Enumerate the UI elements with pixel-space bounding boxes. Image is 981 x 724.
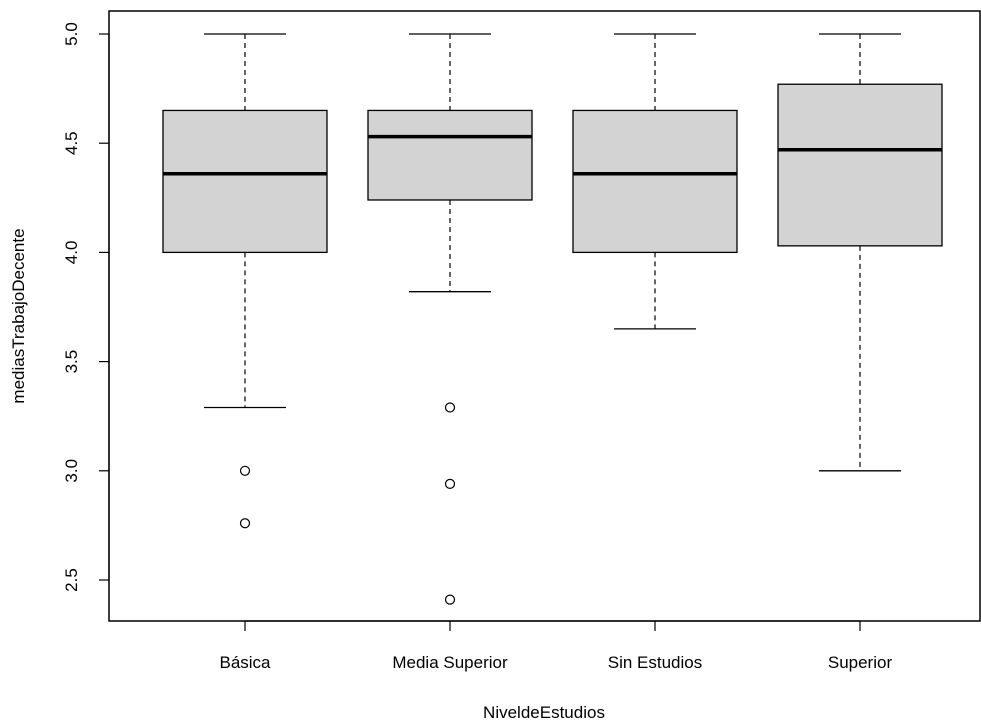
x-tick-label: Superior bbox=[828, 653, 893, 672]
iqr-box bbox=[572, 109, 738, 254]
y-tick-label: 3.0 bbox=[62, 459, 81, 483]
x-tick-label: Media Superior bbox=[392, 653, 508, 672]
outlier-point bbox=[239, 465, 251, 476]
x-tick-label: Básica bbox=[219, 653, 271, 672]
box-sin-estudios bbox=[572, 33, 738, 330]
boxes-group bbox=[162, 33, 943, 605]
outlier-point bbox=[444, 594, 456, 605]
y-tick-label: 4.5 bbox=[62, 131, 81, 155]
outlier-point bbox=[444, 478, 456, 490]
y-axis: 2.5 3.0 3.5 4.0 4.5 5.0 bbox=[62, 22, 110, 592]
y-tick-label: 5.0 bbox=[62, 22, 81, 46]
y-tick-label: 4.0 bbox=[62, 241, 81, 265]
x-axis-label: NiveldeEstudios bbox=[483, 703, 605, 722]
outlier-point bbox=[444, 402, 456, 413]
y-axis-label: mediasTrabajoDecente bbox=[9, 228, 28, 403]
y-tick-label: 2.5 bbox=[62, 568, 81, 592]
outlier-point bbox=[239, 518, 251, 529]
iqr-box bbox=[777, 83, 943, 247]
iqr-box bbox=[367, 109, 533, 201]
box-superior bbox=[777, 33, 943, 472]
iqr-box bbox=[162, 109, 328, 254]
x-tick-label: Sin Estudios bbox=[608, 653, 703, 672]
box-media-superior bbox=[367, 33, 533, 605]
y-tick-label: 3.5 bbox=[62, 350, 81, 374]
box-básica bbox=[162, 33, 328, 529]
x-axis: Básica Media Superior Sin Estudios Superior bbox=[219, 620, 893, 672]
